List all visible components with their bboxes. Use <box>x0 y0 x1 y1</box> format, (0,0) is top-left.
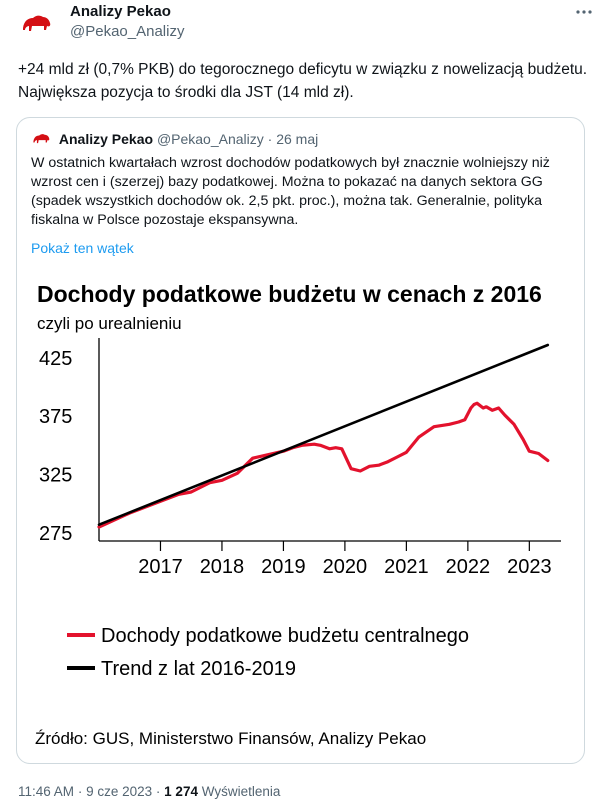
legend-label-revenue: Dochody podatkowe budżetu centralnego <box>101 625 469 647</box>
more-options-button[interactable] <box>575 2 593 20</box>
chart-title: Dochody podatkowe budżetu w cenach z 201… <box>37 281 542 307</box>
x-tick-label: 2021 <box>384 556 429 578</box>
show-thread-link[interactable]: Pokaż ten wątek <box>31 240 134 256</box>
quoted-separator: · <box>267 131 273 147</box>
chart: Dochody podatkowe budżetu w cenach z 201… <box>35 281 561 748</box>
series-line-revenue <box>97 401 550 529</box>
chart-source: Źródło: GUS, Ministerstwo Finansów, Anal… <box>35 729 426 748</box>
x-tick-label: 2019 <box>261 556 306 578</box>
x-tick-label: 2022 <box>446 556 491 578</box>
y-tick-label: 325 <box>39 465 72 487</box>
tweet-text: +24 mld zł (0,7% PKB) do tegorocznego de… <box>18 61 588 101</box>
post-date[interactable]: 9 cze 2023 <box>86 784 153 799</box>
chart-plot-area: 425 375 325 275 2017 2018 2019 2020 2021 2022 2023 <box>39 338 561 578</box>
quoted-tweet[interactable]: Analizy Pekao @Pekao_Analizy · 26 maj W … <box>16 117 585 764</box>
author-name[interactable]: Analizy Pekao <box>70 3 171 20</box>
x-tick-label: 2023 <box>507 556 552 578</box>
x-tick-label: 2017 <box>138 556 183 578</box>
footer-separator: · <box>155 784 161 799</box>
views-count: 1 274 <box>164 784 198 799</box>
post-time[interactable]: 11:46 AM <box>18 784 75 799</box>
author-handle[interactable]: @Pekao_Analizy <box>70 23 185 40</box>
chart-legend: Dochody podatkowe budżetu centralnego Tr… <box>67 625 469 680</box>
y-tick-label: 275 <box>39 523 72 545</box>
legend-label-trend: Trend z lat 2016-2019 <box>101 658 296 680</box>
y-tick-label: 375 <box>39 406 72 428</box>
quoted-tweet-header: Analizy Pekao @Pekao_Analizy · 26 maj <box>31 131 318 147</box>
bison-logo-icon <box>23 15 51 31</box>
quoted-date: 26 maj <box>276 131 319 147</box>
quoted-author-handle: @Pekao_Analizy <box>156 131 264 147</box>
chart-subtitle: czyli po urealnieniu <box>37 314 182 333</box>
quoted-tweet-text: W ostatnich kwartałach wzrost dochodów p… <box>31 155 550 228</box>
tweet-footer: 11:46 AM · 9 cze 2023 · 1 274 Wyświetlen… <box>18 784 280 799</box>
chart-image: Dochody podatkowe budżetu w cenach z 201… <box>17 263 584 763</box>
y-tick-label: 425 <box>39 348 72 370</box>
quoted-author-name: Analizy Pekao <box>58 131 154 147</box>
tweet-header: Analizy Pekao @Pekao_Analizy <box>0 0 615 50</box>
x-tick-label: 2018 <box>200 556 245 578</box>
series-line-trend <box>97 343 550 526</box>
footer-separator: · <box>77 784 83 799</box>
bison-logo-icon <box>33 134 50 144</box>
avatar[interactable] <box>16 4 56 44</box>
views-label: Wyświetlenia <box>201 784 281 799</box>
more-horizontal-icon <box>576 10 592 14</box>
x-tick-label: 2020 <box>323 556 368 578</box>
